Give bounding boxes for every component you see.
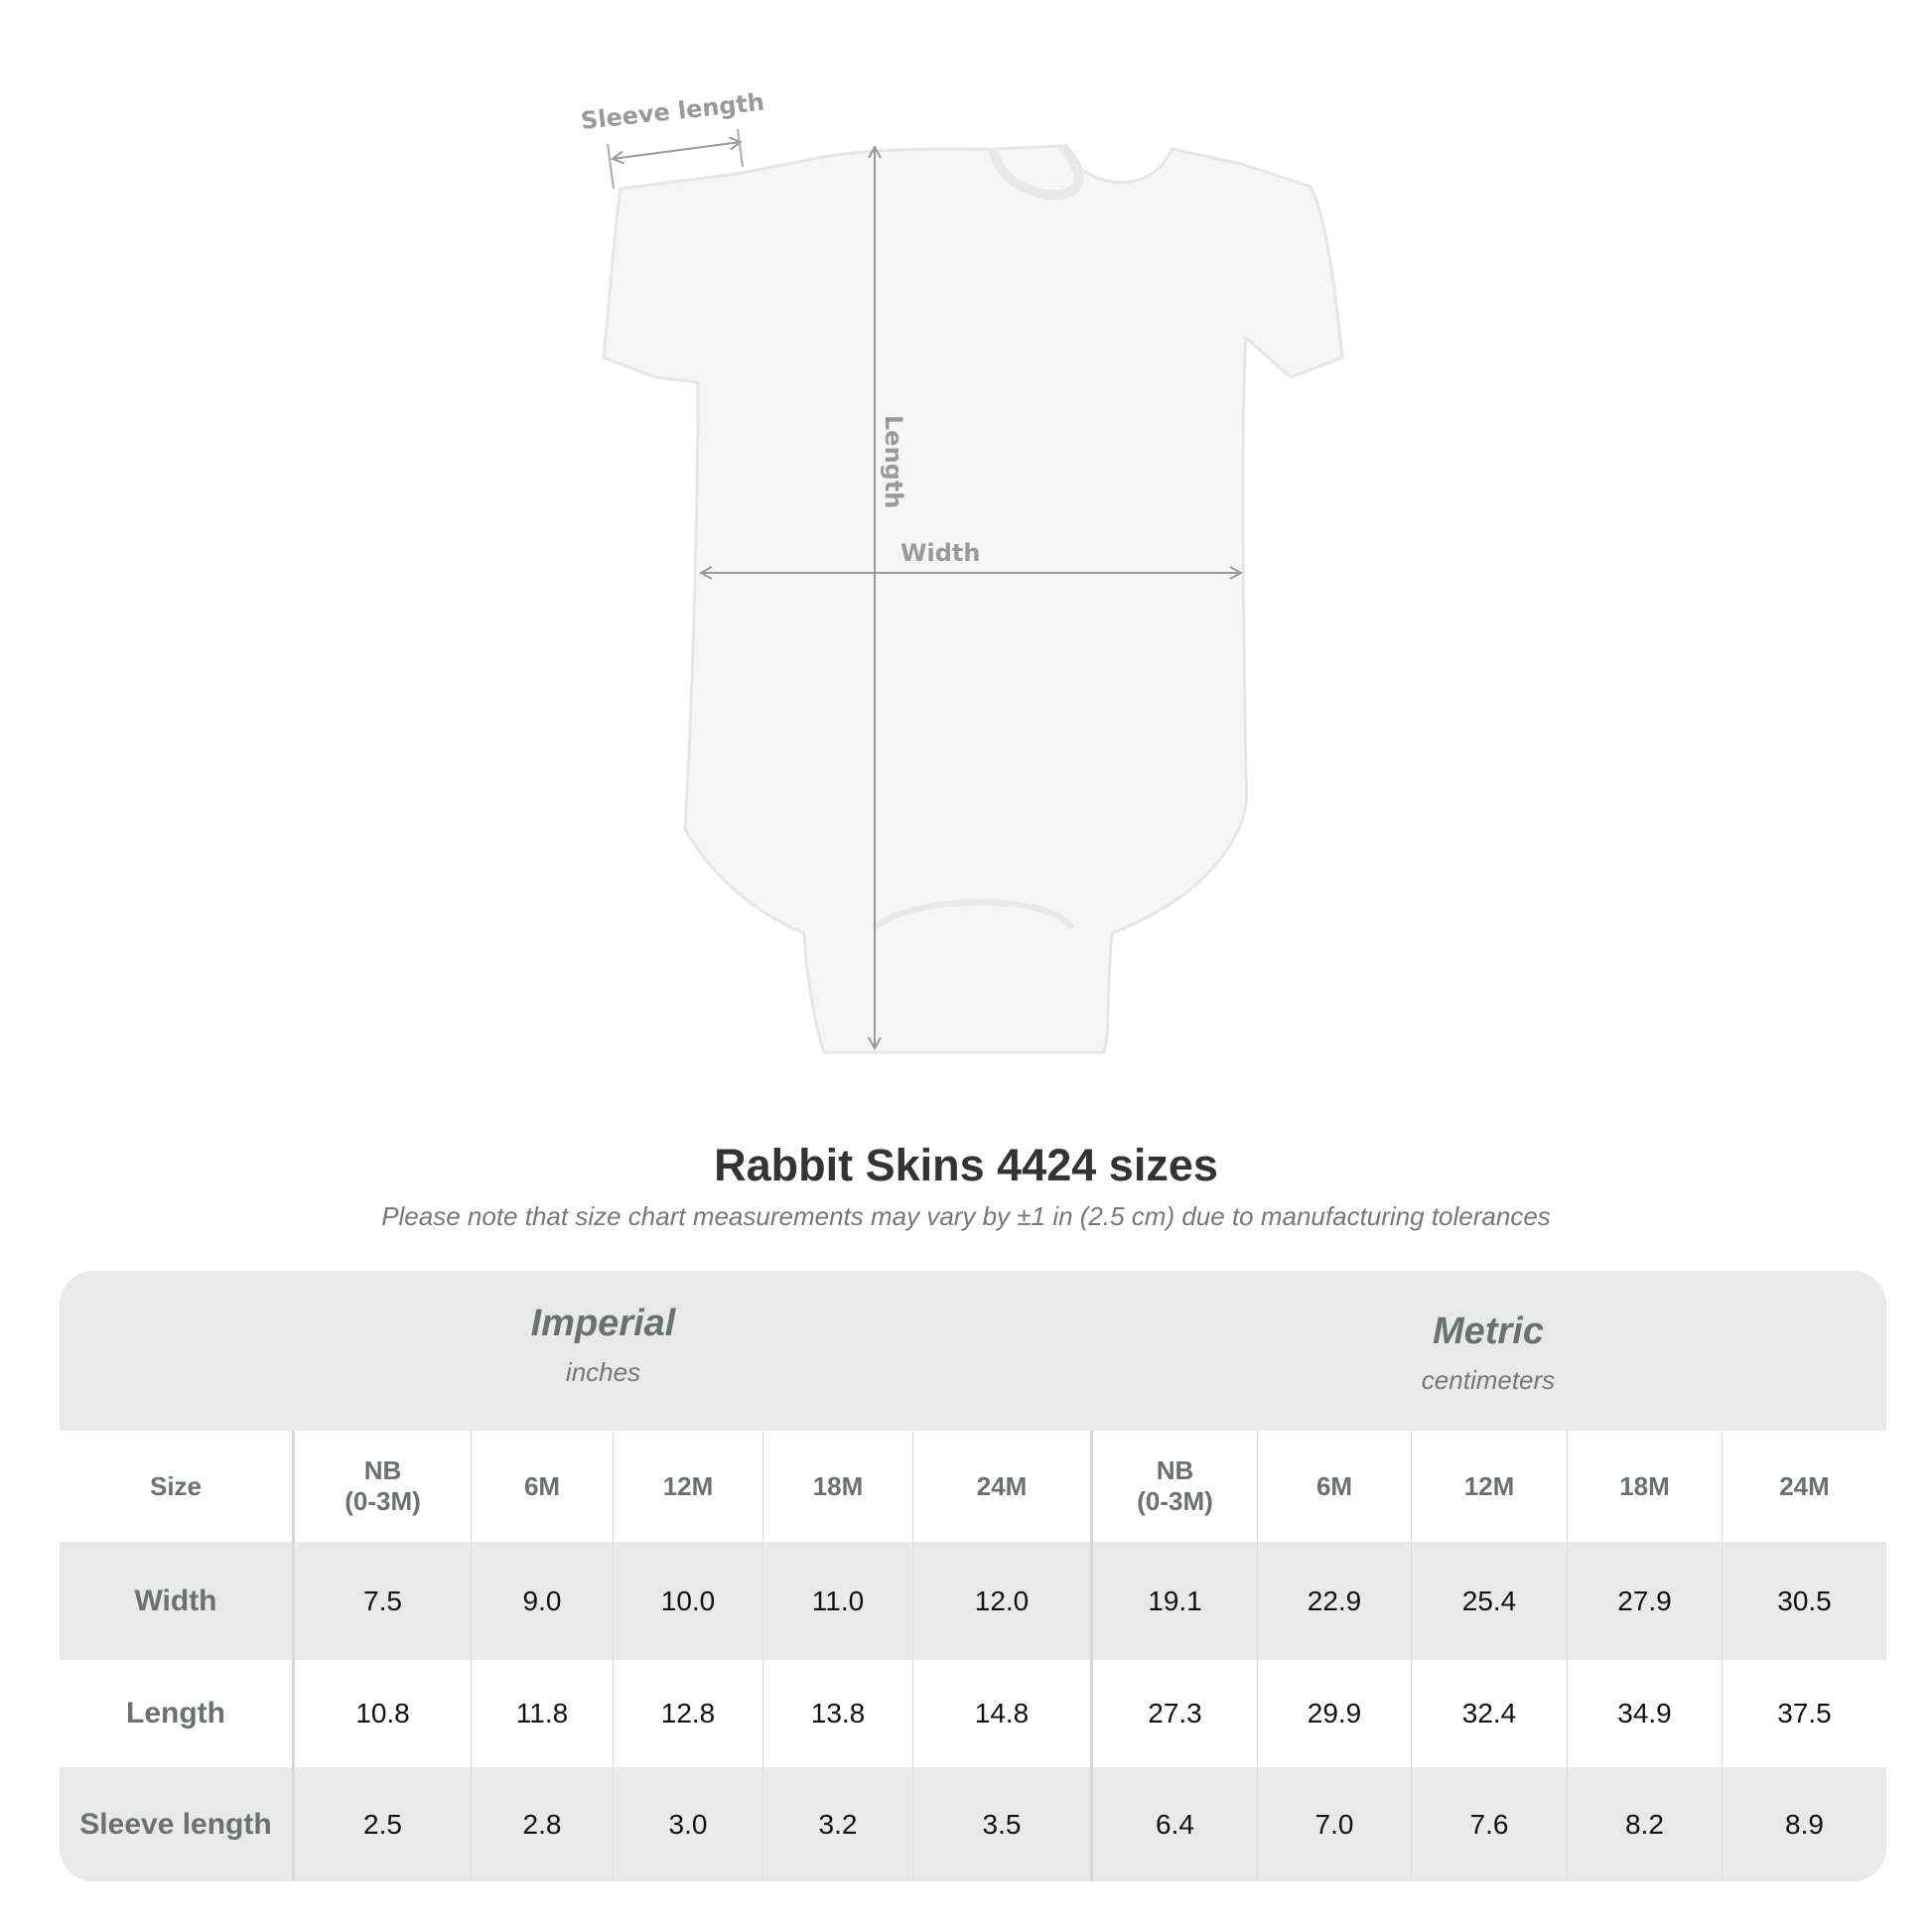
size-header-cell: 24M bbox=[1722, 1431, 1886, 1542]
table-cell: 9.0 bbox=[471, 1542, 613, 1660]
tolerance-note: Please note that size chart measurements… bbox=[381, 1201, 1551, 1231]
table-row: Sleeve length 2.5 2.8 3.0 3.2 3.5 6.4 7.0 7.6 8.2… bbox=[60, 1767, 1886, 1881]
row-label: Sleeve length bbox=[60, 1767, 294, 1881]
row-label: Length bbox=[60, 1660, 294, 1767]
table-cell: 27.3 bbox=[1090, 1660, 1257, 1767]
table-cell: 8.2 bbox=[1567, 1767, 1722, 1881]
table-cell: 25.4 bbox=[1411, 1542, 1567, 1660]
imperial-unit: inches bbox=[565, 1357, 641, 1387]
table-cell: 34.9 bbox=[1567, 1660, 1722, 1767]
table-cell: 8.9 bbox=[1722, 1767, 1886, 1881]
table-cell: 32.4 bbox=[1411, 1660, 1567, 1767]
table-cell: 13.8 bbox=[762, 1660, 912, 1767]
table-cell: 11.0 bbox=[762, 1542, 912, 1660]
onesie-body bbox=[602, 144, 1344, 1054]
size-header-row: Size NB (0-3M) 6M 12M 18M 24M NB (0-3M) 6M 12M 18… bbox=[60, 1431, 1886, 1542]
size-header-cell: 18M bbox=[1567, 1431, 1722, 1542]
table-cell: 7.5 bbox=[294, 1542, 471, 1660]
table-cell: 30.5 bbox=[1722, 1542, 1886, 1660]
table-cell: 12.0 bbox=[912, 1542, 1090, 1660]
sleeve-measure-line bbox=[613, 142, 741, 159]
table-cell: 27.9 bbox=[1567, 1542, 1722, 1660]
imperial-title: Imperial bbox=[530, 1303, 676, 1344]
table-cell: 29.9 bbox=[1257, 1660, 1411, 1767]
onesie-neckline bbox=[988, 142, 1084, 201]
page-title: Rabbit Skins 4424 sizes bbox=[714, 1140, 1218, 1190]
size-header-cell: 12M bbox=[1411, 1431, 1567, 1542]
table-cell: 3.0 bbox=[613, 1767, 762, 1881]
table-cell: 12.8 bbox=[613, 1660, 762, 1767]
onesie-illustration: Sleeve length Length Width bbox=[580, 88, 1344, 1054]
size-header-cell: 6M bbox=[1257, 1431, 1411, 1542]
table-cell: 37.5 bbox=[1722, 1660, 1886, 1767]
table-cell: 2.5 bbox=[294, 1767, 471, 1881]
table-cell: 2.8 bbox=[471, 1767, 613, 1881]
size-header-label: Size bbox=[60, 1431, 294, 1542]
table-cell: 3.5 bbox=[912, 1767, 1090, 1881]
table-cell: 7.6 bbox=[1411, 1767, 1567, 1881]
sleeve-measure-tick-left bbox=[607, 143, 615, 190]
size-header-cell: 6M bbox=[471, 1431, 613, 1542]
metric-title: Metric bbox=[1433, 1311, 1544, 1352]
sleeve-measure-tick-right bbox=[737, 128, 744, 168]
row-label: Width bbox=[60, 1542, 294, 1660]
size-header-cell: 18M bbox=[762, 1431, 912, 1542]
onesie-snap-flap bbox=[872, 898, 1075, 931]
size-header-cell: NB (0-3M) bbox=[294, 1431, 471, 1542]
metric-group-header: Metric centimeters bbox=[1090, 1271, 1886, 1470]
length-label: Length bbox=[880, 415, 907, 508]
table-cell: 10.8 bbox=[294, 1660, 471, 1767]
table-row: Width 7.5 9.0 10.0 11.0 12.0 19.1 22.9 25.4 27.9 3… bbox=[60, 1542, 1886, 1660]
sleeve-length-label: Sleeve length bbox=[580, 88, 766, 135]
table-cell: 3.2 bbox=[762, 1767, 912, 1881]
table-cell: 19.1 bbox=[1090, 1542, 1257, 1660]
table-cell: 22.9 bbox=[1257, 1542, 1411, 1660]
size-header-cell: NB (0-3M) bbox=[1090, 1431, 1257, 1542]
table-cell: 10.0 bbox=[613, 1542, 762, 1660]
size-table: Imperial inches Metric centimeters Size N… bbox=[60, 1271, 1886, 1881]
table-cell: 11.8 bbox=[471, 1660, 613, 1767]
table-row: Length 10.8 11.8 12.8 13.8 14.8 27.3 29.9 32.4 34… bbox=[60, 1660, 1886, 1767]
size-header-cell: 12M bbox=[613, 1431, 762, 1542]
imperial-group-header: Imperial inches bbox=[294, 1271, 912, 1462]
metric-unit: centimeters bbox=[1421, 1365, 1556, 1395]
width-label: Width bbox=[900, 539, 980, 567]
size-header-cell: 24M bbox=[912, 1431, 1090, 1542]
table-cell: 14.8 bbox=[912, 1660, 1090, 1767]
table-cell: 7.0 bbox=[1257, 1767, 1411, 1881]
table-cell: 6.4 bbox=[1090, 1767, 1257, 1881]
